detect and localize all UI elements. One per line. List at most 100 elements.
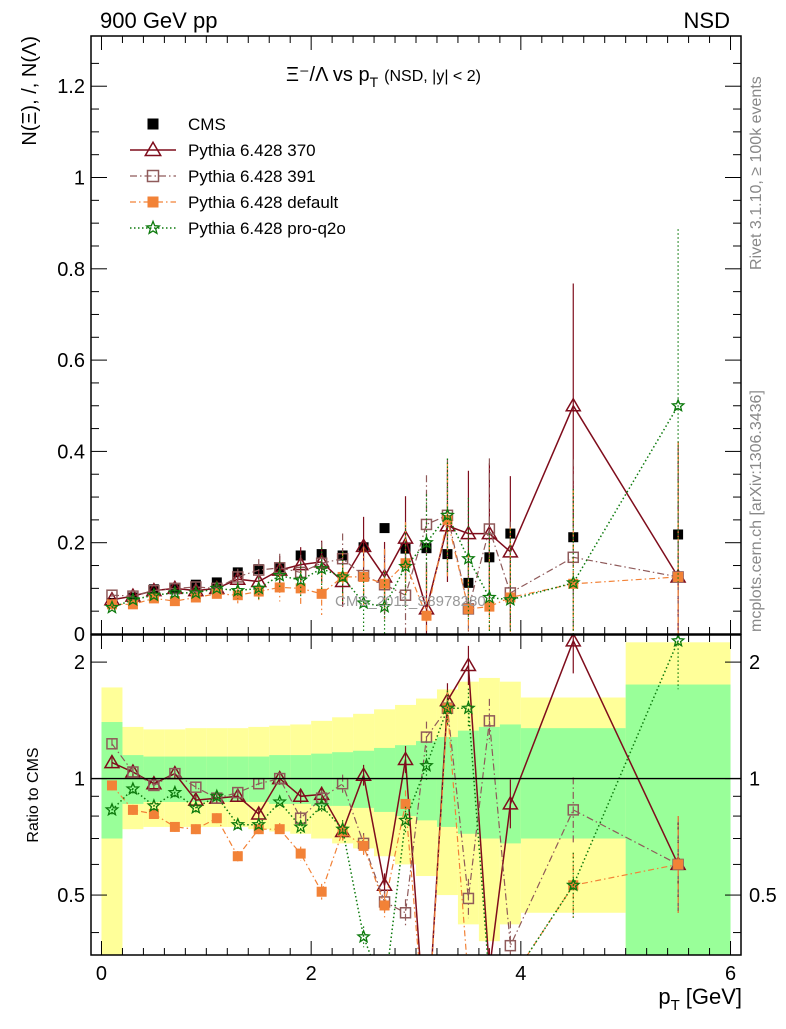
legend-item-2: Pythia 6.428 391 [130,167,316,186]
y-tick-label-6: 1.2 [57,76,85,98]
point-4-1 [125,592,141,607]
point-4-3 [167,585,183,600]
ratio-point-2-2 [148,779,160,792]
point-4-16 [439,507,455,522]
y-tick-label-3: 0.6 [57,350,85,372]
point-4-0 [104,599,120,614]
axes: 0 2 4 6 0 0.2 0.4 0.6 0.8 1 1.2 0.5 0.5 1 1 2 2 [57,35,777,985]
ratio-point-3-14 [400,798,411,809]
ratio-point-3-10 [316,886,327,897]
ratio-series-4 [104,635,686,955]
point-4-19 [502,592,518,607]
ratio-point-4-15 [419,757,434,772]
point-3-17 [463,603,474,614]
title-tail: (NSD, |y| < 2) [384,68,481,85]
ratio-point-4-10 [314,798,330,813]
ratio-point-2-14 [399,907,412,919]
point-4-13 [377,598,393,613]
point-4-5 [209,580,225,595]
point-4-20 [565,575,581,590]
ratio-y-axis-label: Ratio to CMS [25,747,42,842]
ratio-point-1-4 [187,791,205,806]
ratio-point-1-6 [229,787,247,803]
point-3-4 [190,592,201,603]
ratio-point-4-20 [565,877,581,892]
band-inner-15 [416,741,437,821]
y-tick-label-2: 0.4 [57,441,85,463]
legend-item-4: Pythia 6.428 pro-q2o [130,219,346,238]
ratio-point-4-4 [188,800,204,815]
ratio-point-2-20 [567,804,580,816]
series-line-2 [111,514,679,610]
ratio-point-4-16 [439,700,455,715]
ratio-point-4-21 [670,635,686,648]
y-tick-label-0: 0 [74,624,85,646]
point-4-12 [356,595,371,610]
ratio-point-3-8 [274,824,285,835]
series-4 [104,229,686,634]
ratio-point-3-7 [253,824,264,835]
legend-marker-0 [147,118,159,130]
title-main: Ξ⁻/Λ vs p [286,64,370,86]
series-line-4 [111,405,679,609]
ratio-point-4-5 [209,788,225,803]
legend-item-1: Pythia 6.428 370 [130,140,316,160]
x-label-main: p [658,984,670,1009]
series-line-3 [112,519,679,618]
band-inner-18 [478,726,500,839]
point-3-21 [673,571,684,582]
band-inner-13 [374,747,396,812]
point-3-9 [295,583,306,594]
y-tick-label-5: 1 [74,168,85,190]
point-4-17 [461,550,476,565]
ratio-point-2-5 [211,792,223,804]
plot-title: Ξ⁻/Λ vs pT (NSD, |y| < 2) [286,64,481,90]
ratio-point-3-17 [463,976,473,986]
ratio-point-1-2 [145,775,163,790]
ratio-point-3-18 [484,976,494,986]
point-4-6 [230,582,246,597]
ratio-point-4-1 [125,781,141,796]
ratio-point-1-9 [292,787,309,803]
point-3-1 [127,599,138,610]
band-inner-1 [122,755,144,804]
ratio-point-2-0 [106,738,118,750]
ratio-point-2-18 [483,715,496,727]
legend-marker-4 [144,219,162,235]
ratio-point-4-7 [251,816,267,832]
point-4-15 [419,534,434,550]
ratio-tick-label-right-1: 1 [749,769,760,791]
y-axis-label: N(Ξ), /, N(Λ) [19,36,41,146]
legend-label-3: Pythia 6.428 default [188,193,339,212]
ratio-point-3-9 [295,848,306,859]
point-3-15 [421,610,432,621]
ratio-point-1-19 [502,795,519,810]
ratio-point-3-1 [127,804,138,815]
ratio-point-3-0 [106,780,117,791]
x-axis-label: pT [GeV] [658,984,742,1014]
analysis-watermark: CMS_2011_S8978280 [335,593,486,610]
ratio-point-1-20 [564,635,582,647]
legend-item-3: Pythia 6.428 default [130,193,339,212]
ratio-point-4-2 [146,798,162,813]
ratio-point-3-19 [505,976,515,986]
ratio-point-3-13 [379,900,390,911]
ratio-point-2-19 [504,939,517,952]
ratio-line-4 [111,640,679,955]
ratio-point-2-4 [190,781,202,793]
point-4-14 [398,558,413,573]
ratio-point-2-1 [127,766,139,778]
point-4-11 [335,569,350,584]
point-4-8 [272,567,288,582]
ratio-point-4-6 [230,816,246,832]
ratio-tick-label-right-0: 0.5 [749,885,777,907]
ratio-point-2-9 [294,812,307,824]
point-3-10 [316,588,327,599]
ratio-point-1-12 [355,766,372,782]
ratio-point-3-21 [673,859,684,870]
ratio-point-1-0 [103,754,121,769]
header-left: 900 GeV pp [100,8,217,33]
ratio-point-3-3 [169,821,180,832]
